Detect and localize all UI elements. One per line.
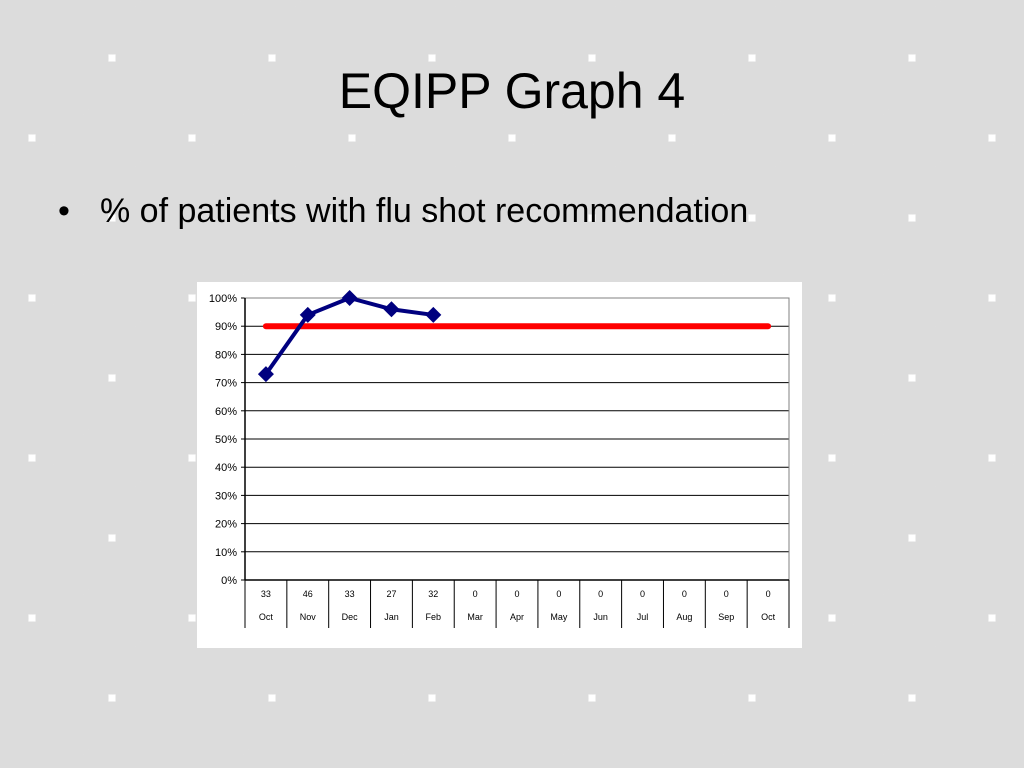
x-tick-label: Apr bbox=[510, 612, 524, 622]
y-tick-label: 50% bbox=[215, 434, 237, 446]
bullet-text: % of patients with flu shot recommendati… bbox=[100, 192, 749, 230]
x-tick-label: May bbox=[550, 612, 568, 622]
slide-title: EQIPP Graph 4 bbox=[338, 63, 686, 119]
x-tick-label: Oct bbox=[761, 612, 776, 622]
y-tick-label: 20% bbox=[215, 519, 237, 531]
x-count-label: 0 bbox=[514, 589, 519, 599]
x-count-label: 46 bbox=[303, 589, 313, 599]
data-point bbox=[383, 301, 400, 318]
data-point bbox=[257, 366, 274, 383]
x-count-label: 0 bbox=[766, 589, 771, 599]
x-count-label: 32 bbox=[428, 589, 438, 599]
data-point bbox=[299, 306, 316, 323]
x-tick-label: Aug bbox=[676, 612, 692, 622]
x-tick-label: Dec bbox=[342, 612, 359, 622]
y-tick-label: 60% bbox=[215, 406, 237, 418]
y-tick-label: 100% bbox=[209, 293, 237, 305]
line-chart: 0% 10% 20% 30% 40% 50% 60% 70% 80% 90% 100% 33 46 33 2… bbox=[209, 290, 790, 628]
x-tick-label: Jun bbox=[593, 612, 608, 622]
x-tick-label: Oct bbox=[259, 612, 274, 622]
x-count-label: 33 bbox=[261, 589, 271, 599]
x-count-label: 0 bbox=[682, 589, 687, 599]
x-tick-label: Mar bbox=[467, 612, 483, 622]
y-tick-label: 80% bbox=[215, 349, 237, 361]
x-tick-label: Jan bbox=[384, 612, 399, 622]
x-count-label: 0 bbox=[598, 589, 603, 599]
x-tick-label: Jul bbox=[637, 612, 649, 622]
chart-panel: 0% 10% 20% 30% 40% 50% 60% 70% 80% 90% 100% 33 46 33 2… bbox=[197, 282, 802, 648]
y-tick-label: 70% bbox=[215, 378, 237, 390]
y-tick-label: 90% bbox=[215, 321, 237, 333]
bullet-marker: • bbox=[58, 192, 70, 230]
y-tick-label: 40% bbox=[215, 462, 237, 474]
x-count-label: 0 bbox=[724, 589, 729, 599]
x-count-label: 33 bbox=[345, 589, 355, 599]
data-point bbox=[425, 306, 442, 323]
bullet-point: • % of patients with flu shot recommendat… bbox=[58, 192, 748, 231]
x-tick-label: Feb bbox=[426, 612, 442, 622]
y-tick-label: 10% bbox=[215, 547, 237, 559]
x-count-label: 0 bbox=[473, 589, 478, 599]
x-count-label: 0 bbox=[640, 589, 645, 599]
series-line bbox=[264, 296, 434, 376]
x-tick-label: Sep bbox=[718, 612, 734, 622]
x-count-label: 0 bbox=[556, 589, 561, 599]
x-tick-label: Nov bbox=[300, 612, 317, 622]
y-tick-label: 0% bbox=[221, 575, 237, 587]
x-count-label: 27 bbox=[386, 589, 396, 599]
data-point bbox=[341, 290, 358, 306]
y-tick-label: 30% bbox=[215, 490, 237, 502]
